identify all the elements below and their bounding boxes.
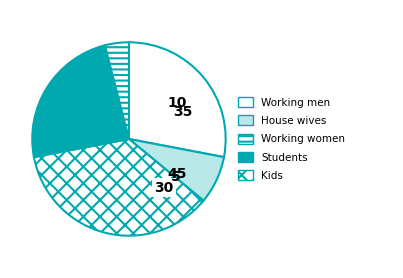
Wedge shape <box>129 139 224 201</box>
Text: 30: 30 <box>155 180 174 195</box>
Legend: Working men, House wives, Working women, Students, Kids: Working men, House wives, Working women,… <box>238 97 345 181</box>
Text: 35: 35 <box>173 105 192 119</box>
Text: 45: 45 <box>168 167 187 181</box>
Text: 10: 10 <box>167 96 187 110</box>
Wedge shape <box>34 139 204 236</box>
Wedge shape <box>105 42 129 139</box>
Wedge shape <box>32 45 129 157</box>
Wedge shape <box>129 42 226 157</box>
Text: 5: 5 <box>171 170 181 184</box>
